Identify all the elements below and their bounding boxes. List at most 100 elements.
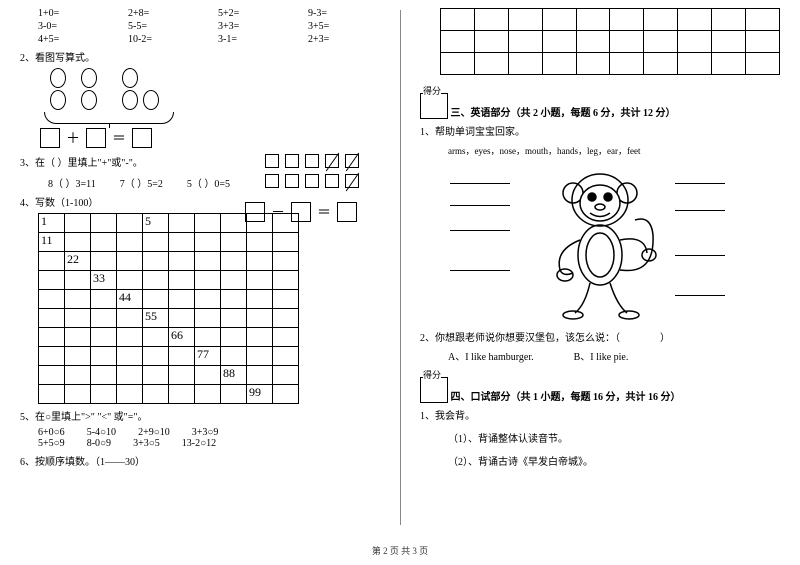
left-column: 1+0= 2+8= 5+2= 9-3= 3-0= 5-5= 3+3= 3+5= … — [0, 0, 400, 530]
arith-row: 1+0= 2+8= 5+2= 9-3= — [38, 8, 380, 19]
section4-title: 四、口试部分（共 1 小题，每题 16 分，共计 16 分） — [451, 392, 681, 403]
oval-icon — [81, 68, 97, 88]
option-b: B、I like pie. — [574, 348, 629, 363]
cell: 22 — [65, 252, 91, 271]
cell: 88 — [221, 366, 247, 385]
q3-item: 8（ ）3=11 — [48, 175, 96, 190]
label-line — [675, 210, 725, 211]
cell: 44 — [117, 290, 143, 309]
arith-item: 3+5= — [308, 21, 368, 32]
score-box: 得分 — [420, 93, 448, 119]
zeros-row — [50, 68, 380, 88]
arith-row: 3-0= 5-5= 3+3= 3+5= — [38, 21, 380, 32]
boxes-group: － ＝ — [265, 154, 359, 222]
arith-item: 3+3= — [218, 21, 278, 32]
small-box — [305, 154, 319, 168]
q5-item: 5+5○9 — [38, 438, 65, 449]
oval-icon — [50, 90, 66, 110]
minus-op: － — [271, 202, 285, 222]
cell: 11 — [39, 233, 65, 252]
q5-item: 2+9○10 — [138, 427, 170, 438]
q3-item: 5（ ）0=5 — [187, 175, 230, 190]
word-list: arms，eyes，nose，mouth，hands，leg，ear，feet — [448, 144, 780, 157]
q3-item: 7（ ）5=2 — [120, 175, 163, 190]
monkey-icon — [535, 165, 665, 320]
blank-box — [86, 128, 106, 148]
cell: 77 — [195, 347, 221, 366]
small-box — [305, 174, 319, 188]
label-line — [675, 183, 725, 184]
arith-item: 10-2= — [128, 34, 188, 45]
column-divider — [400, 10, 401, 525]
oval-icon — [143, 90, 159, 110]
score-label: 得分 — [423, 368, 441, 381]
blank-box — [132, 128, 152, 148]
q4-1-2: （2）、背诵古诗《早发白帝城》。 — [448, 453, 780, 468]
q3-1: 1、帮助单词宝宝回家。 — [420, 123, 780, 138]
right-column: 得分 三、英语部分（共 2 小题，每题 6 分，共计 12 分） 1、帮助单词宝… — [400, 0, 800, 530]
q2-title: 2、看图写算式。 — [20, 49, 380, 64]
monkey-diagram — [440, 165, 760, 325]
q4-1: 1、我会背。 — [420, 407, 780, 422]
slashed-box — [345, 174, 359, 188]
small-box — [285, 154, 299, 168]
label-line — [675, 295, 725, 296]
label-line — [450, 183, 510, 184]
arith-row: 4+5= 10-2= 3-1= 2+3= — [38, 34, 380, 45]
brace-icon — [44, 112, 174, 124]
arith-item: 1+0= — [38, 8, 98, 19]
q5-item: 5-4○10 — [87, 427, 116, 438]
arith-item: 2+8= — [128, 8, 188, 19]
blank-box — [245, 202, 265, 222]
arith-item: 3-1= — [218, 34, 278, 45]
small-box — [265, 154, 279, 168]
plus-op: ＋ — [66, 128, 80, 148]
small-box — [325, 174, 339, 188]
page-footer: 第 2 页 共 3 页 — [0, 544, 800, 557]
cell: 33 — [91, 271, 117, 290]
blank-box — [40, 128, 60, 148]
arith-item: 5-5= — [128, 21, 188, 32]
oval-icon — [81, 90, 97, 110]
slashed-box — [325, 154, 339, 168]
label-line — [450, 205, 510, 206]
score-box: 得分 — [420, 377, 448, 403]
section3-title: 三、英语部分（共 2 小题，每题 6 分，共计 12 分） — [451, 108, 676, 119]
blank-box — [337, 202, 357, 222]
q5-item: 6+0○6 — [38, 427, 65, 438]
q4-1-1: （1）、背诵整体认读音节。 — [448, 430, 780, 445]
cell: 1 — [39, 214, 65, 233]
q5-item: 3+3○9 — [192, 427, 219, 438]
zeros-row — [50, 90, 380, 110]
blank-box — [291, 202, 311, 222]
number-grid: 15 11 22 33 44 55 66 77 88 99 — [38, 213, 299, 404]
q5-title: 5、在○里填上">" "<" 或"="。 — [20, 408, 380, 423]
eq-op: ＝ — [112, 128, 126, 148]
arith-item: 4+5= — [38, 34, 98, 45]
cell: 5 — [143, 214, 169, 233]
cell: 55 — [143, 309, 169, 328]
oval-icon — [50, 68, 66, 88]
q3-2: 2、你想跟老师说你想要汉堡包，该怎么说：（ ） — [420, 329, 780, 344]
q5-item: 8-0○9 — [87, 438, 111, 449]
equation-row: ＋ ＝ — [40, 128, 380, 148]
q5-row: 5+5○9 8-0○9 3+3○5 13-2○12 — [38, 438, 380, 449]
eq-op: ＝ — [317, 202, 331, 222]
label-line — [450, 270, 510, 271]
option-a: A、I like hamburger. — [448, 348, 534, 363]
options-row: A、I like hamburger. B、I like pie. — [448, 348, 780, 363]
score-label: 得分 — [423, 84, 441, 97]
arith-item: 5+2= — [218, 8, 278, 19]
arith-item: 2+3= — [308, 34, 368, 45]
arith-item: 3-0= — [38, 21, 98, 32]
label-line — [675, 255, 725, 256]
cell: 99 — [247, 385, 273, 404]
oval-icon — [122, 90, 138, 110]
label-line — [450, 230, 510, 231]
q5-item: 3+3○5 — [133, 438, 160, 449]
q5-item: 13-2○12 — [182, 438, 216, 449]
q5-row: 6+0○6 5-4○10 2+9○10 3+3○9 — [38, 427, 380, 438]
arith-item: 9-3= — [308, 8, 368, 19]
empty-grid — [440, 8, 780, 75]
small-box — [265, 174, 279, 188]
